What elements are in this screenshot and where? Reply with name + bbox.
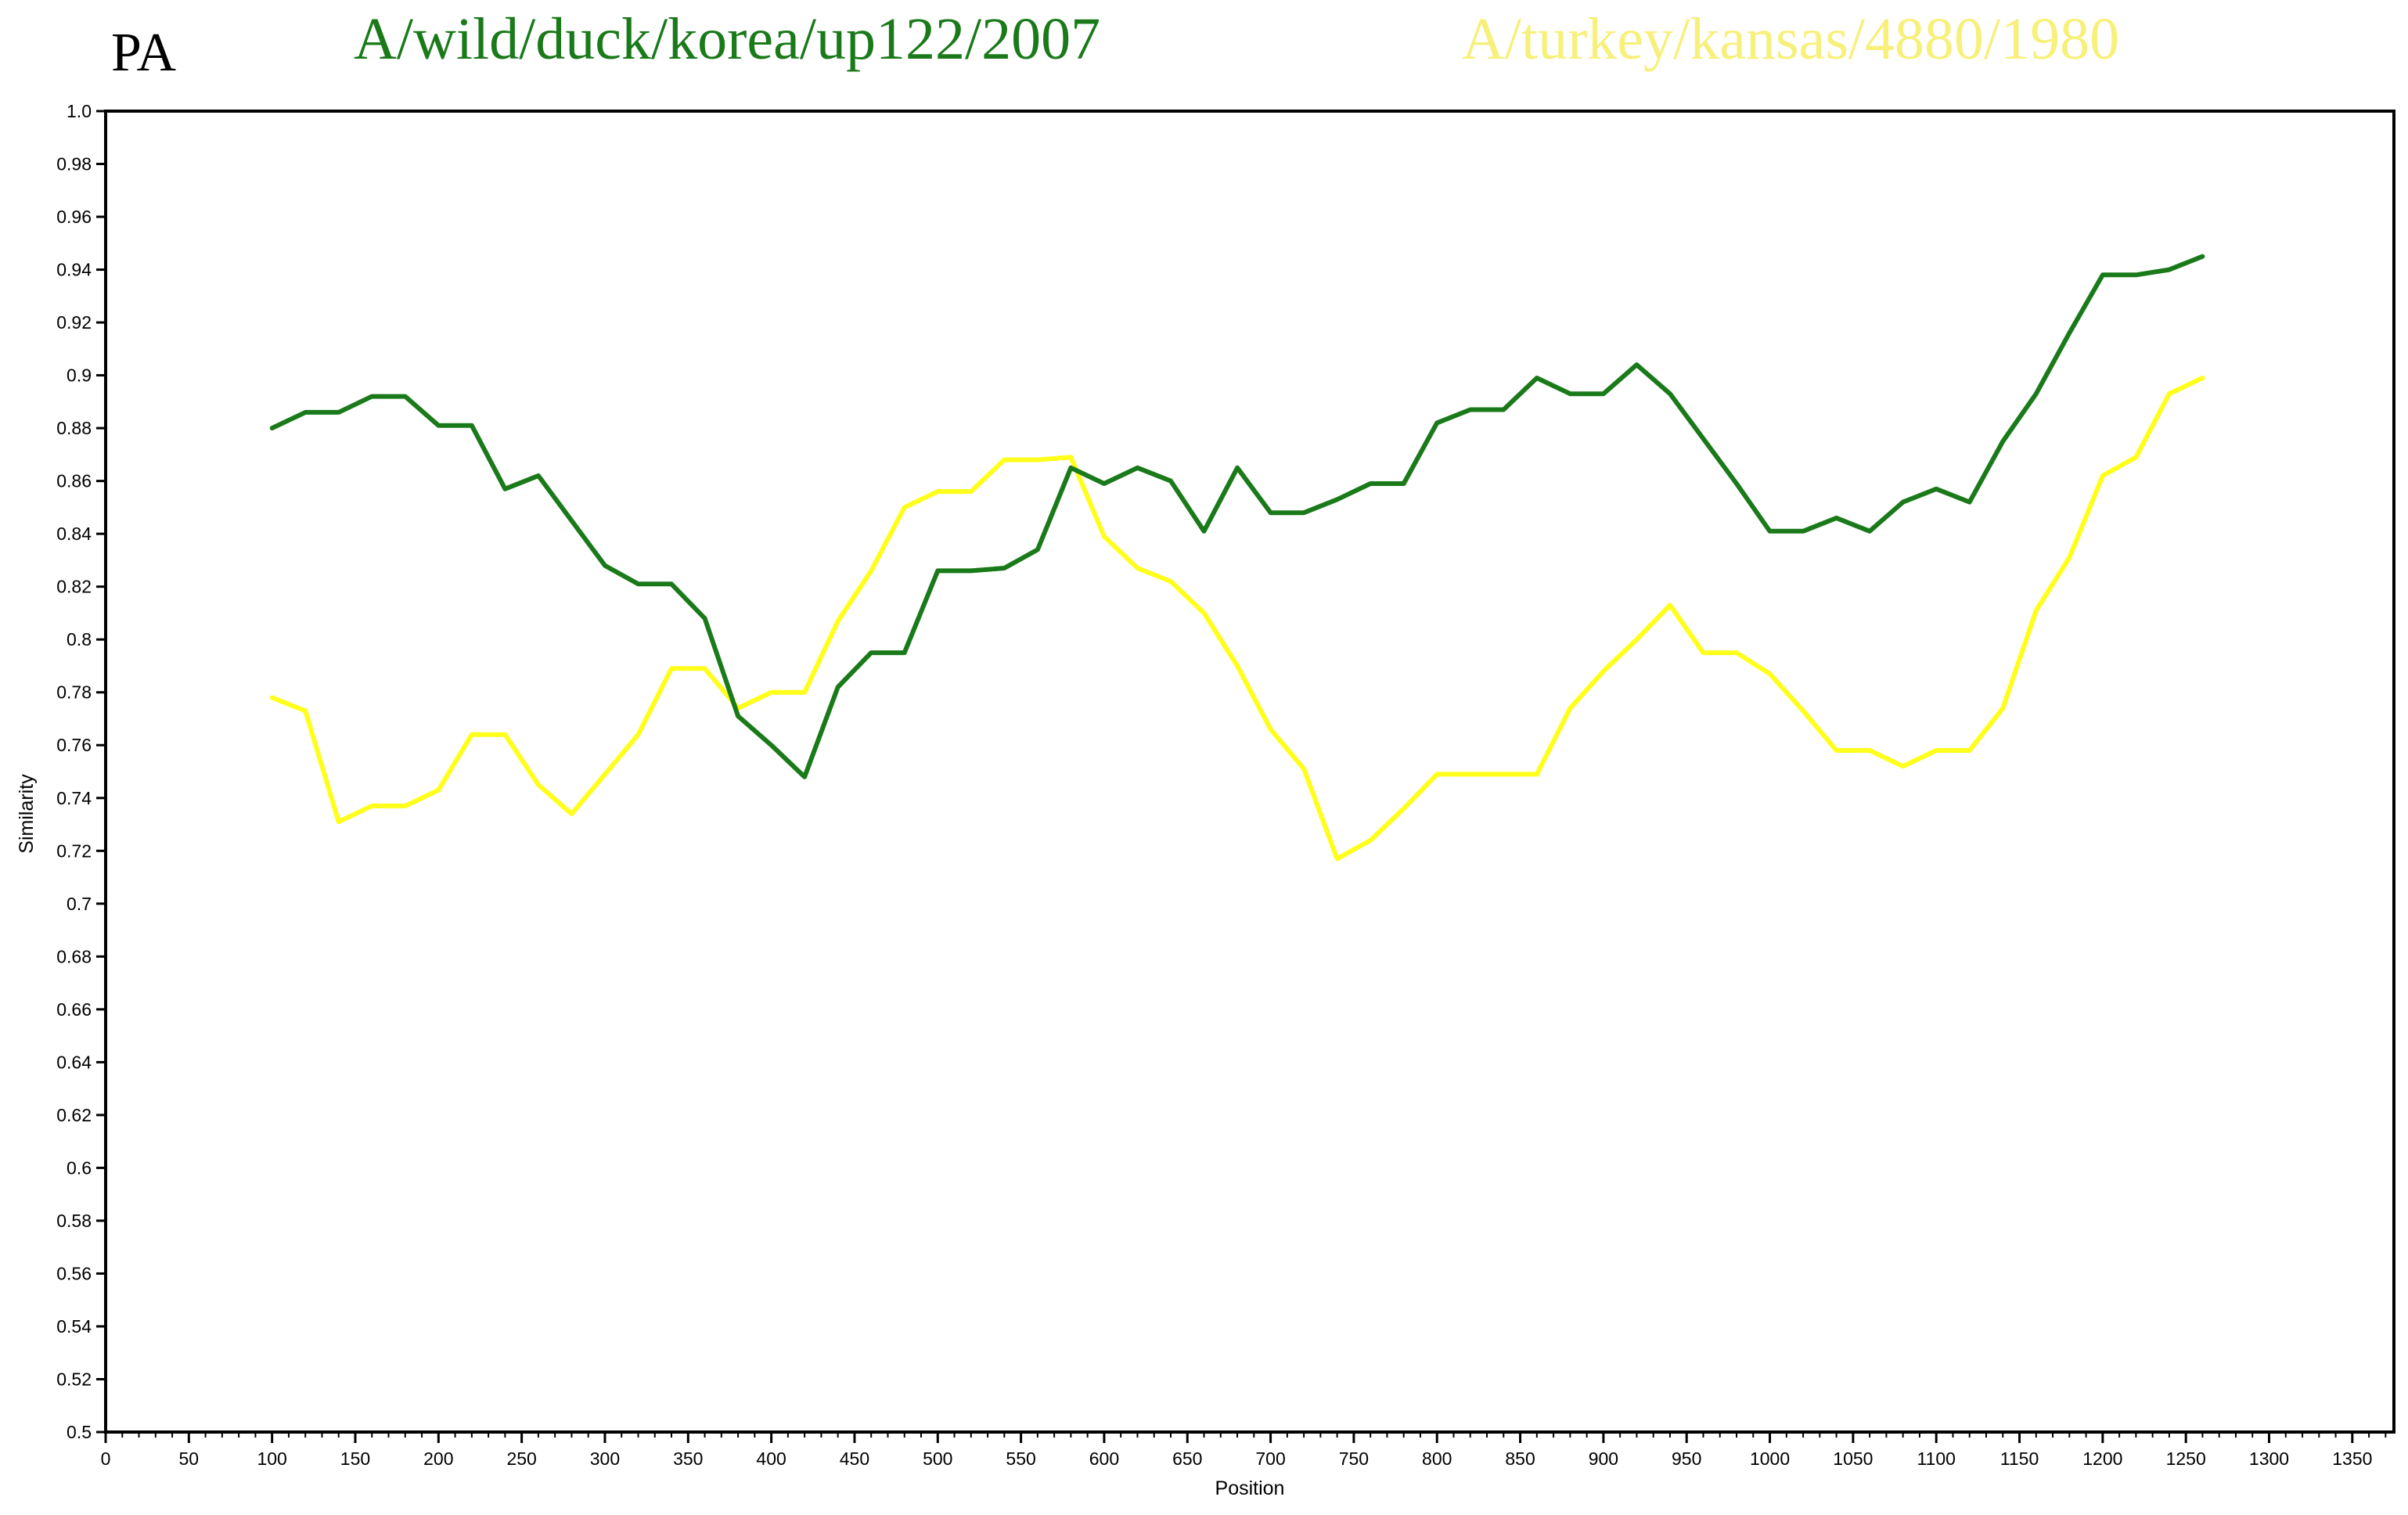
x-tick-label: 600 (1089, 1448, 1119, 1469)
y-tick-label: 0.76 (56, 735, 92, 755)
legend-series-2: A/turkey/kansas/4880/1980 (1462, 6, 2119, 72)
y-tick-label: 0.86 (56, 471, 92, 491)
legend-series-1: A/wild/duck/korea/up122/2007 (354, 6, 1100, 72)
y-tick-label: 0.54 (56, 1316, 92, 1337)
y-tick-label: 0.58 (56, 1211, 92, 1231)
y-tick-label: 0.52 (56, 1369, 92, 1389)
y-tick-label: 0.88 (56, 418, 92, 438)
x-tick-label: 0 (101, 1448, 111, 1469)
x-tick-label: 1000 (1750, 1448, 1790, 1469)
x-tick-label: 300 (590, 1448, 620, 1469)
x-tick-label: 400 (756, 1448, 786, 1469)
x-tick-label: 1100 (1917, 1448, 1955, 1469)
x-tick-label: 650 (1172, 1448, 1202, 1469)
series-line-1 (269, 254, 2205, 779)
y-tick-label: 0.62 (56, 1105, 92, 1125)
y-tick-label: 0.56 (56, 1263, 92, 1283)
series-line-2 (269, 376, 2205, 862)
x-tick-label: 1050 (1833, 1448, 1873, 1469)
x-tick-label: 800 (1422, 1448, 1452, 1469)
x-tick-label: 1350 (2332, 1448, 2372, 1469)
y-tick-label: 0.68 (56, 946, 92, 966)
y-tick-label: 0.66 (56, 999, 92, 1020)
x-tick-label: 50 (179, 1448, 200, 1469)
y-axis: 0.5 0.52 0.54 0.56 0.58 0.6 0.62 0.64 0.66 0.68 0.… (56, 101, 106, 1442)
x-tick-label: 1150 (2000, 1448, 2039, 1469)
x-tick-label: 150 (340, 1448, 370, 1469)
x-tick-label: 200 (423, 1448, 453, 1469)
y-tick-label: 0.8 (67, 629, 92, 650)
y-tick-label: 0.94 (56, 260, 92, 280)
y-tick-label: 0.9 (67, 365, 92, 386)
plot-lines (269, 254, 2205, 862)
x-tick-label: 750 (1339, 1448, 1369, 1469)
y-tick-label: 0.6 (67, 1157, 92, 1178)
x-axis-label: Position (1215, 1477, 1285, 1499)
y-tick-label: 0.98 (56, 154, 92, 175)
y-tick-label: 0.5 (67, 1422, 92, 1442)
x-tick-label: 1300 (2249, 1448, 2289, 1469)
y-tick-label: 0.84 (56, 524, 92, 544)
x-tick-label: 450 (840, 1448, 869, 1469)
y-tick-label: 0.64 (56, 1052, 92, 1072)
x-tick-label: 1250 (2166, 1448, 2206, 1469)
x-tick-label: 950 (1672, 1448, 1701, 1469)
y-tick-label: 1.0 (67, 101, 92, 121)
y-tick-label: 0.72 (56, 840, 92, 861)
y-tick-label: 0.96 (56, 207, 92, 227)
x-tick-label: 350 (673, 1448, 703, 1469)
plot-frame (104, 110, 2395, 1434)
y-tick-label: 0.7 (67, 894, 92, 914)
x-tick-label: 550 (1006, 1448, 1035, 1469)
panel-label: PA (111, 23, 177, 83)
x-tick-label: 700 (1255, 1448, 1285, 1469)
x-axis: 0 50 100 150 200 250 300 350 400 450 500 550 600 650 7… (101, 1432, 2387, 1469)
y-tick-label: 0.78 (56, 682, 92, 703)
x-tick-label: 1200 (2082, 1448, 2122, 1469)
x-tick-label: 100 (257, 1448, 286, 1469)
x-tick-label: 250 (506, 1448, 536, 1469)
y-tick-label: 0.92 (56, 312, 92, 333)
x-tick-label: 850 (1505, 1448, 1535, 1469)
y-tick-label: 0.82 (56, 577, 92, 597)
x-tick-label: 900 (1589, 1448, 1618, 1469)
y-axis-label: Similarity (16, 774, 38, 854)
x-tick-label: 500 (923, 1448, 952, 1469)
y-tick-label: 0.74 (56, 788, 92, 808)
